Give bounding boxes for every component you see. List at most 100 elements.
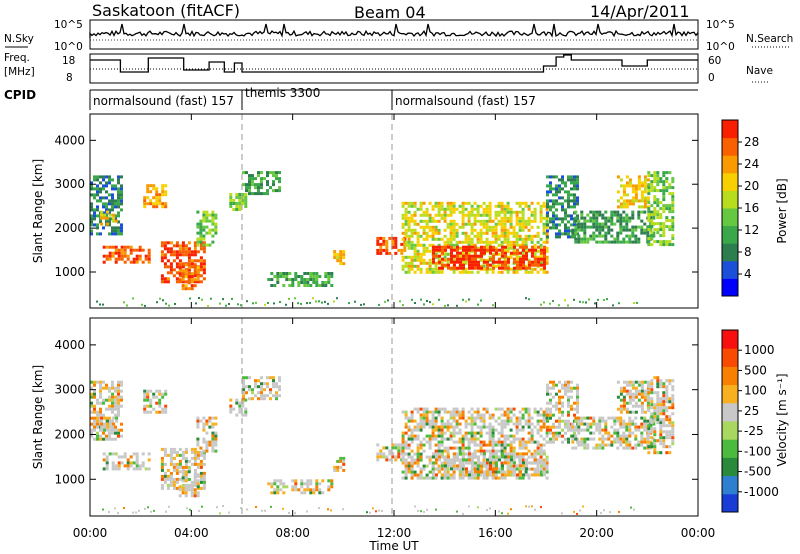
heatmap-cell	[500, 228, 504, 232]
heatmap-cell	[193, 253, 197, 257]
heatmap-cell	[452, 237, 456, 241]
heatmap-cell	[492, 254, 495, 258]
heatmap-cell	[321, 281, 325, 284]
heatmap-cell	[552, 217, 555, 221]
heatmap-cell	[413, 461, 417, 465]
heatmap-cell	[482, 201, 486, 205]
heatmap-cell	[117, 464, 121, 468]
heatmap-cell	[537, 257, 540, 261]
heatmap-cell	[540, 473, 543, 477]
heatmap-cell	[132, 260, 136, 264]
heatmap-cell	[428, 228, 432, 232]
heatmap-cell	[643, 428, 647, 432]
heatmap-cell	[312, 281, 316, 284]
heatmap-cell	[272, 189, 275, 193]
heatmap-cell	[522, 248, 525, 252]
heatmap-cell	[616, 419, 620, 423]
colorbar-swatch	[722, 155, 738, 174]
heatmap-cell	[555, 226, 558, 230]
heatmap-cell	[461, 213, 465, 217]
heatmap-cell	[467, 437, 471, 441]
heatmap-cell	[407, 234, 411, 238]
heatmap-cell	[90, 392, 93, 396]
colorbar-swatch	[722, 278, 738, 297]
colorbar-tick-label: 1000	[744, 343, 775, 357]
heatmap-cell	[452, 470, 456, 474]
heatmap-cell	[465, 461, 468, 465]
heatmap-cell	[229, 398, 233, 402]
heatmap-cell	[312, 272, 316, 275]
heatmap-cell	[211, 431, 215, 435]
heatmap-cell	[161, 202, 165, 206]
heatmap-cell	[512, 440, 516, 444]
heatmap-cell	[422, 237, 426, 241]
colorbar-tick-label: 24	[744, 157, 759, 171]
heatmap-cell	[461, 225, 465, 229]
heatmap-cell	[577, 419, 581, 423]
heatmap-cell	[132, 257, 136, 261]
heatmap-cell	[114, 232, 117, 236]
heatmap-cell	[542, 467, 546, 471]
heatmap-cell	[458, 446, 462, 450]
heatmap-cell	[659, 397, 663, 401]
heatmap-cell	[504, 452, 507, 456]
heatmap-cell	[564, 232, 567, 236]
heatmap-cell	[222, 298, 224, 301]
heatmap-cell	[549, 416, 552, 420]
heatmap-cell	[625, 434, 629, 438]
heatmap-cell	[444, 458, 447, 462]
heatmap-cell	[470, 470, 474, 474]
heatmap-cell	[488, 216, 492, 220]
noise-right-tick-bottom: 10^0	[706, 41, 735, 53]
heatmap-cell	[471, 260, 474, 264]
heatmap-cell	[616, 428, 620, 432]
heatmap-cell	[536, 255, 540, 259]
heatmap-cell	[120, 175, 123, 179]
heatmap-cell	[178, 494, 182, 498]
heatmap-cell	[169, 462, 173, 466]
heatmap-cell	[447, 257, 450, 261]
heatmap-cell	[619, 178, 623, 182]
heatmap-cell	[461, 216, 465, 220]
heatmap-cell	[123, 452, 127, 456]
colorbar-tick-label: 28	[744, 135, 759, 149]
heatmap-cell	[479, 222, 483, 226]
heatmap-cell	[267, 302, 269, 304]
heatmap-cell	[518, 422, 522, 426]
heatmap-cell	[480, 467, 483, 471]
heatmap-cell	[117, 175, 120, 179]
heatmap-cell	[539, 261, 543, 265]
heatmap-cell	[153, 509, 155, 512]
heatmap-cell	[105, 257, 109, 261]
heatmap-cell	[135, 461, 139, 465]
heatmap-cell	[509, 267, 513, 271]
heatmap-cell	[533, 210, 537, 214]
heatmap-cell	[622, 386, 626, 390]
heatmap-cell	[93, 422, 96, 426]
heatmap-cell	[458, 431, 462, 435]
heatmap-cell	[662, 210, 666, 214]
colorbar-tick-label: 12	[744, 223, 759, 237]
heatmap-cell	[507, 455, 510, 459]
heatmap-cell	[628, 446, 632, 450]
heatmap-cell	[580, 210, 584, 214]
heatmap-cell	[238, 193, 242, 196]
heatmap-cell	[512, 464, 516, 468]
heatmap-cell	[470, 210, 474, 214]
heatmap-cell	[471, 248, 474, 252]
heatmap-cell	[202, 486, 206, 490]
heatmap-cell	[181, 262, 185, 266]
heatmap-cell	[410, 434, 414, 438]
heatmap-cell	[656, 228, 660, 232]
heatmap-cell	[431, 476, 435, 480]
heatmap-cell	[318, 491, 322, 495]
heatmap-cell	[440, 443, 444, 447]
heatmap-cell	[452, 410, 456, 414]
heatmap-cell	[111, 431, 114, 435]
heatmap-cell	[120, 389, 123, 393]
heatmap-cell	[450, 257, 453, 261]
colorbar-swatch	[722, 439, 738, 458]
heatmap-cell	[199, 477, 203, 481]
heatmap-cell	[656, 412, 660, 416]
